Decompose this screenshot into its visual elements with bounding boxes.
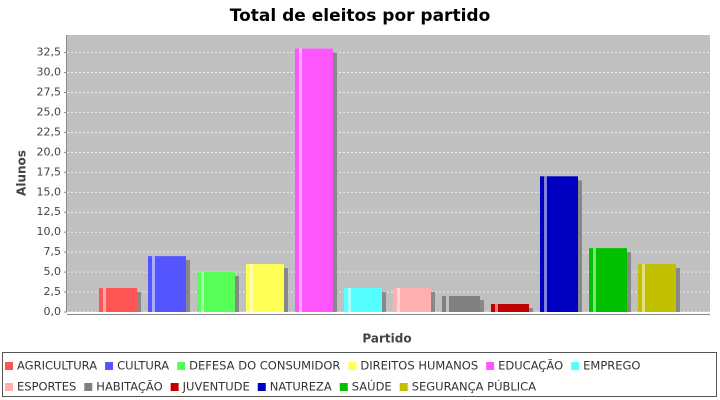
bar: [393, 288, 431, 312]
bar-highlight: [397, 288, 400, 312]
x-axis-title: Partido: [362, 332, 411, 346]
legend-swatch: [177, 362, 186, 370]
bar-highlight: [495, 304, 498, 312]
bar-highlight: [152, 256, 155, 312]
legend-swatch: [84, 383, 93, 391]
bar-highlight: [201, 272, 204, 312]
legend-label[interactable]: DIREITOS HUMANOS: [360, 359, 478, 373]
bar-highlight: [299, 48, 302, 312]
legend-swatch: [348, 362, 357, 370]
y-axis-title: Alunos: [15, 150, 29, 196]
y-tick-label: 17,5: [37, 165, 62, 178]
bar-highlight: [593, 248, 596, 312]
chart-title: Total de eleitos por partido: [230, 6, 491, 26]
bar: [344, 288, 382, 312]
y-tick-label: 10,0: [37, 225, 62, 238]
bar-highlight: [348, 288, 351, 312]
y-tick-label: 15,0: [37, 185, 62, 198]
legend-swatch: [5, 362, 13, 370]
y-tick-label: 22,5: [37, 125, 62, 138]
y-tick-label: 0,0: [44, 305, 62, 318]
legend-swatch: [339, 383, 348, 391]
bar-highlight: [544, 176, 547, 312]
y-tick-label: 25,0: [37, 105, 62, 118]
legend-label[interactable]: CULTURA: [117, 359, 169, 373]
bar-highlight: [250, 264, 253, 312]
y-tick-label: 2,5: [44, 285, 62, 298]
legend-swatch: [170, 383, 179, 391]
legend-swatch: [486, 362, 495, 370]
y-tick-label: 7,5: [44, 245, 62, 258]
y-tick-label: 20,0: [37, 145, 62, 158]
bar: [442, 296, 480, 312]
legend-label[interactable]: SEGURANÇA PÚBLICA: [412, 379, 537, 394]
legend-label[interactable]: JUVENTUDE: [182, 380, 250, 394]
legend-label[interactable]: AGRICULTURA: [17, 359, 97, 373]
legend-box: [2, 352, 717, 397]
y-tick-label: 30,0: [37, 66, 62, 79]
legend-swatch: [257, 383, 266, 391]
legend-label[interactable]: EDUCAÇÃO: [498, 358, 563, 373]
legend-swatch: [105, 362, 114, 370]
y-tick-label: 12,5: [37, 205, 62, 218]
y-tick-label: 5,0: [44, 265, 62, 278]
legend-swatch: [399, 383, 408, 391]
legend-label[interactable]: NATUREZA: [270, 380, 332, 394]
legend-label[interactable]: SAÚDE: [352, 379, 392, 394]
y-tick-label: 27,5: [37, 85, 62, 98]
legend-label[interactable]: DEFESA DO CONSUMIDOR: [189, 359, 340, 373]
bar-highlight: [103, 288, 106, 312]
y-tick-label: 32,5: [37, 46, 62, 59]
bar: [99, 288, 137, 312]
legend-label[interactable]: EMPREGO: [583, 359, 640, 373]
legend-swatch: [5, 383, 13, 391]
legend-swatch: [571, 362, 580, 370]
bar: [491, 304, 529, 312]
legend-label[interactable]: HABITAÇÃO: [96, 379, 162, 394]
legend-label[interactable]: ESPORTES: [17, 380, 76, 394]
bar-highlight: [642, 264, 645, 312]
bar-highlight: [446, 296, 449, 312]
